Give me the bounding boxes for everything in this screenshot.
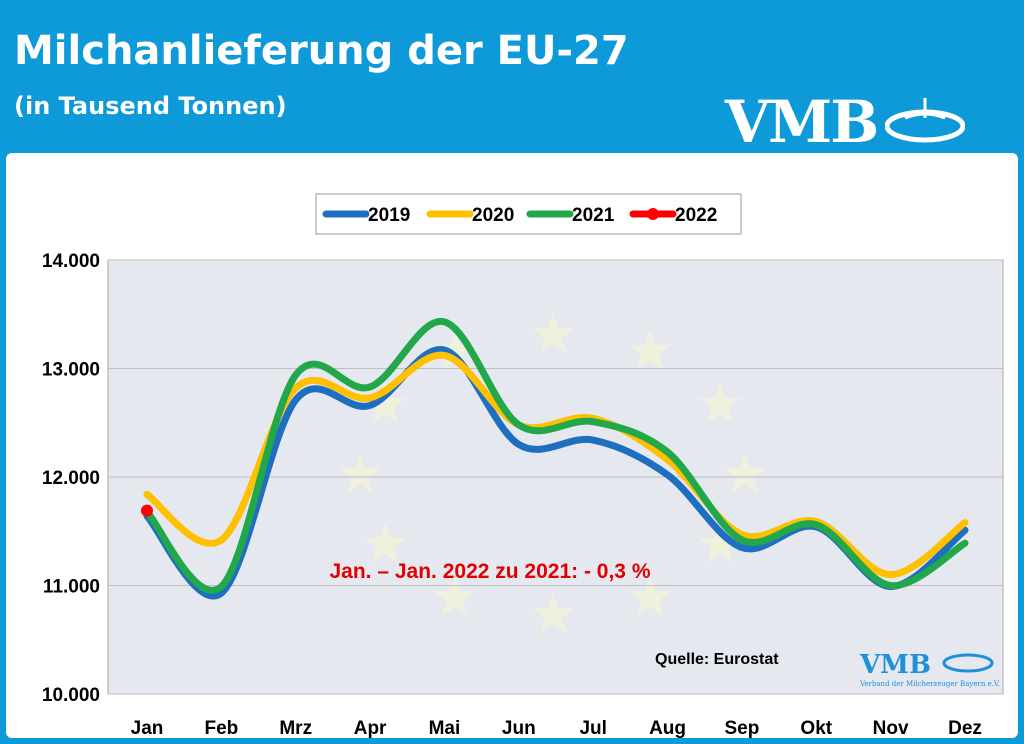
eu-star-icon <box>699 523 741 563</box>
legend-label: 2020 <box>472 205 514 226</box>
x-tick-label: Apr <box>354 718 387 738</box>
y-tick-label: 11.000 <box>43 577 100 598</box>
eu-star-icon <box>532 593 574 633</box>
page-subtitle: (in Tausend Tonnen) <box>14 92 287 120</box>
x-tick-label: Feb <box>204 718 238 738</box>
watermark-subtext: Verband der Milcherzeuger Bayern e.V. <box>859 680 1000 688</box>
legend-label: 2022 <box>675 205 717 226</box>
x-tick-label: Sep <box>724 718 759 738</box>
x-tick-label: Jan <box>131 718 164 738</box>
x-tick-label: Nov <box>873 718 909 738</box>
chart-panel: 10.000 11.000 12.000 13.000 14.000 Jan Feb Mrz A… <box>6 153 1018 738</box>
legend-marker <box>647 208 659 220</box>
eu-star-icon <box>532 313 574 353</box>
annotation: Jan. – Jan. 2022 zu 2021: - 0,3 % <box>329 560 650 583</box>
vmb-logo: VMB <box>725 88 965 156</box>
page-title: Milchanlieferung der EU-27 <box>14 28 629 74</box>
watermark-cow-icon <box>942 653 994 673</box>
x-tick-label: Jul <box>579 718 606 738</box>
x-tick-label: Mai <box>429 718 461 738</box>
legend-label: 2019 <box>368 205 410 226</box>
x-tick-label: Dez <box>948 718 982 738</box>
x-tick-label: Jun <box>502 718 536 738</box>
watermark-logo: VMB <box>859 650 931 680</box>
eu-star-icon <box>434 330 476 370</box>
line-chart: 10.000 11.000 12.000 13.000 14.000 Jan Feb Mrz A… <box>42 193 1004 738</box>
y-tick-label: 13.000 <box>42 360 100 381</box>
eu-star-icon <box>339 453 381 493</box>
series-line-2021 <box>143 318 969 594</box>
x-tick-label: Aug <box>649 718 686 738</box>
x-tick-label: Okt <box>800 718 832 738</box>
eu-star-icon <box>699 383 741 423</box>
data-point-2022 <box>141 504 153 517</box>
eu-star-icon <box>364 523 406 563</box>
y-tick-label: 14.000 <box>42 251 100 272</box>
eu-star-icon <box>629 330 671 370</box>
eu-star-icon <box>434 576 476 616</box>
y-tick-label: 12.000 <box>42 468 100 489</box>
x-tick-label: Mrz <box>279 718 312 738</box>
legend-label: 2021 <box>572 205 615 226</box>
eu-star-icon <box>629 576 671 616</box>
cow-logo-icon <box>885 98 965 143</box>
y-tick-label: 10.000 <box>42 685 100 706</box>
source-label: Quelle: Eurostat <box>655 651 779 668</box>
eu-star-icon <box>724 453 766 493</box>
eu-star-icon <box>364 383 406 423</box>
